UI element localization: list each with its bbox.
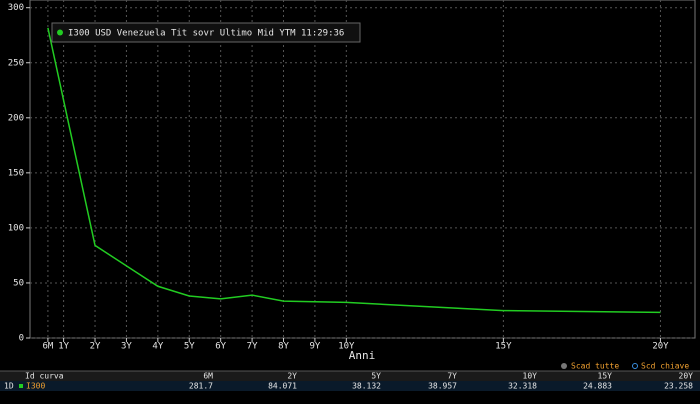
legend-marker — [57, 29, 63, 36]
y-tick-label: 200 — [8, 113, 24, 123]
y-tick-label: 300 — [8, 3, 24, 13]
table-header: 15Y — [598, 372, 613, 381]
control-scd-chiave[interactable]: Scd chiave — [641, 362, 689, 371]
y-tick-label: 150 — [8, 168, 24, 178]
x-tick-label: 20Y — [652, 342, 669, 352]
table-header: 6M — [203, 372, 213, 381]
x-tick-label: 10Y — [338, 342, 355, 352]
table-cell: 38.132 — [352, 382, 381, 391]
x-tick-label: 3Y — [121, 342, 132, 352]
x-tick-label: 6Y — [215, 342, 226, 352]
x-tick-label: 5Y — [184, 342, 195, 352]
x-tick-label: 7Y — [247, 342, 258, 352]
table-cell: 38.957 — [428, 382, 457, 391]
table-header: Id curva — [25, 372, 64, 381]
table-header: 2Y — [287, 372, 297, 381]
x-axis-title: Anni — [349, 349, 376, 362]
table-header-bg — [0, 371, 700, 381]
x-tick-label: 2Y — [90, 342, 101, 352]
table-cell: 23.258 — [664, 382, 693, 391]
table-header: 7Y — [447, 372, 457, 381]
table-header: 5Y — [371, 372, 381, 381]
table-cell: 281.7 — [189, 382, 213, 391]
series-line — [47, 27, 661, 314]
data-table: Id curva 6M 2Y 5Y 7Y 10Y 15Y 20Y 281.7 84.071 38.… — [0, 370, 700, 391]
table-cell: 32.318 — [508, 382, 537, 391]
table-cell: 84.071 — [268, 382, 297, 391]
control-scad-tutte[interactable]: Scad tutte — [571, 362, 619, 371]
table-header: 20Y — [679, 372, 694, 381]
control-icon — [561, 363, 567, 369]
y-tick-label: 100 — [8, 223, 24, 233]
plot-area — [29, 0, 696, 339]
x-tick-label: 8Y — [278, 342, 289, 352]
table-row-bg — [0, 381, 700, 391]
y-tick-label: 0 — [19, 334, 24, 344]
y-tick-label: 250 — [8, 58, 24, 68]
control-icon — [632, 363, 638, 369]
table-header: 10Y — [523, 372, 538, 381]
x-tick-label: 15Y — [495, 342, 512, 352]
table-cell: 24.883 — [583, 382, 612, 391]
x-tick-label: 4Y — [152, 342, 163, 352]
y-tick-label: 50 — [13, 278, 24, 288]
legend-box — [51, 22, 361, 43]
x-tick-label: 1Y — [58, 342, 69, 352]
x-tick-label: 6M — [42, 342, 53, 352]
x-tick-label: 9Y — [309, 342, 320, 352]
row-marker — [19, 384, 23, 388]
table-cell: I300 — [26, 382, 45, 391]
legend-text: I300 USD Venezuela Tit sovr Ultimo Mid Y… — [68, 29, 344, 39]
table-cell: 1D — [4, 382, 14, 391]
